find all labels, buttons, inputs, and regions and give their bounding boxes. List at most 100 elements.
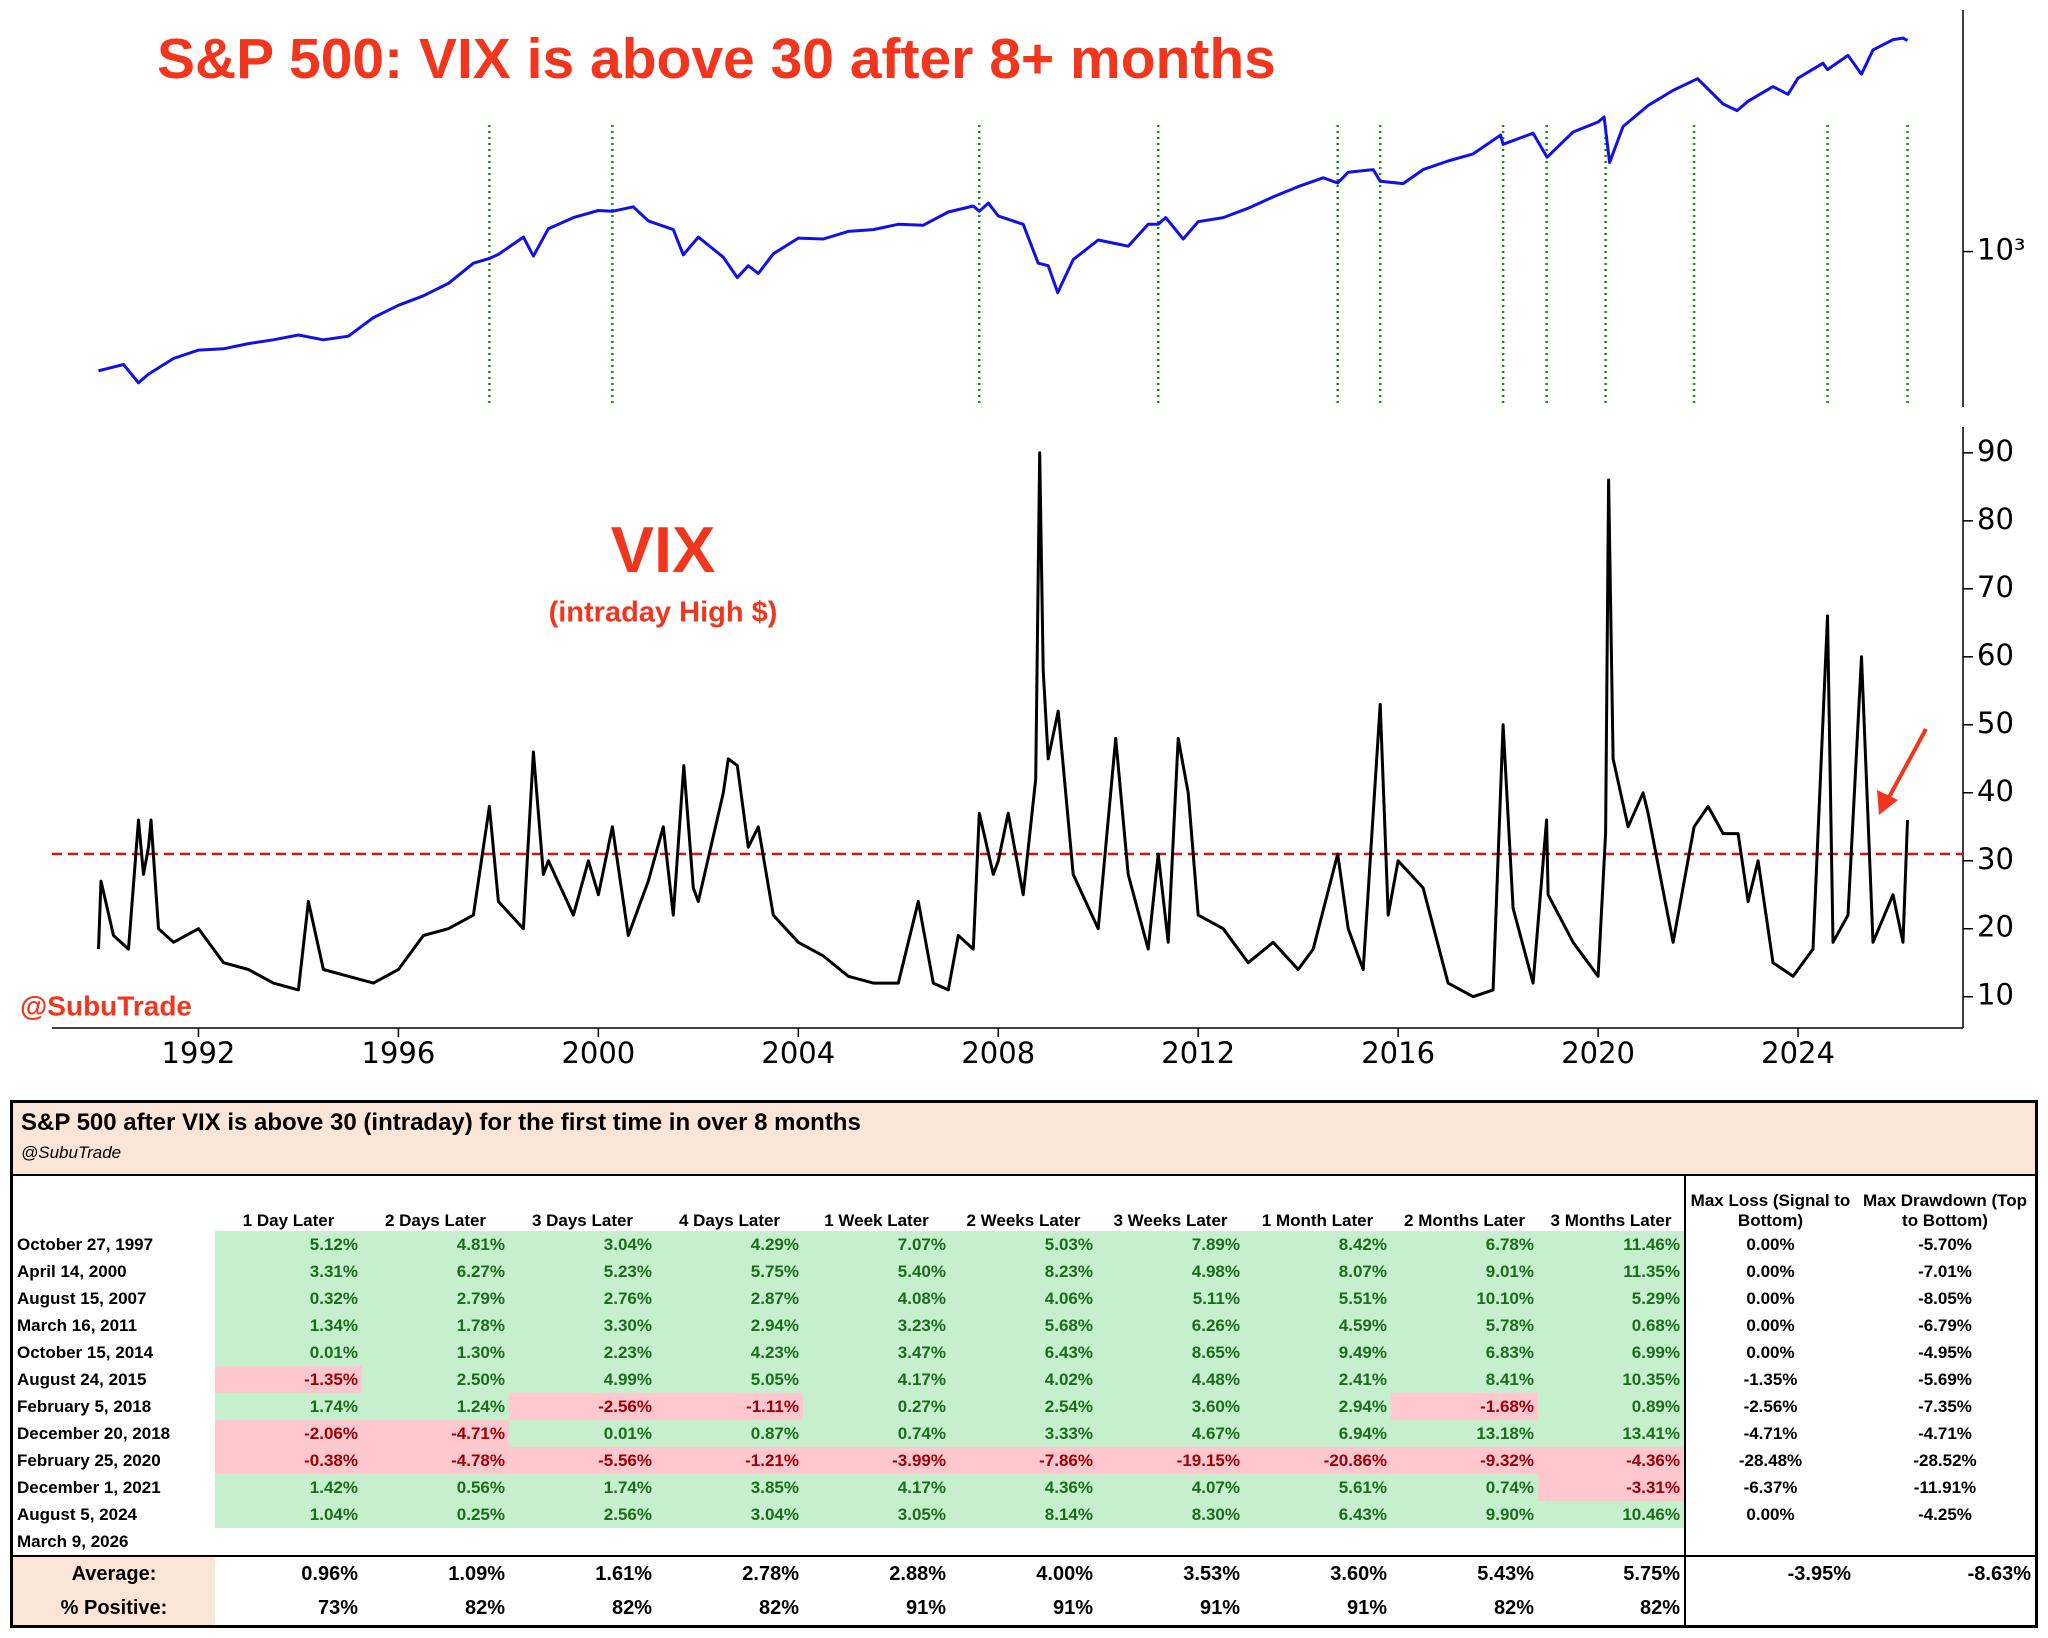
vix-title: VIX [611, 513, 716, 586]
cell: 5.11% [1097, 1285, 1244, 1312]
cell: 0.68% [1538, 1312, 1685, 1339]
table-subtitle: @SubuTrade [21, 1143, 122, 1162]
chart-title: S&P 500: VIX is above 30 after 8+ months [157, 27, 1276, 91]
cell: 10.10% [1391, 1285, 1538, 1312]
y-tick-label: 40 [1977, 774, 2014, 808]
cell [803, 1528, 950, 1556]
cell: 2.41% [1244, 1366, 1391, 1393]
footer-cell: 2.78% [656, 1555, 803, 1591]
cell: 8.07% [1244, 1258, 1391, 1285]
cell: 3.30% [509, 1312, 656, 1339]
table: S&P 500 after VIX is above 30 (intraday)… [10, 1100, 2038, 1628]
cell: 0.56% [362, 1474, 509, 1501]
cell: 1.78% [362, 1312, 509, 1339]
cell: 2.23% [509, 1339, 656, 1366]
y-tick-label: 10³ [1977, 233, 2026, 267]
cell: -6.37% [1684, 1474, 1855, 1501]
cell: 2.87% [656, 1285, 803, 1312]
cell: 5.61% [1244, 1474, 1391, 1501]
cell [362, 1528, 509, 1556]
header-cell: Max Loss (Signal to Bottom) [1684, 1176, 1855, 1231]
series-line [97, 451, 1909, 999]
cell: 0.32% [215, 1285, 362, 1312]
cell: 3.05% [803, 1501, 950, 1528]
cell: -7.01% [1918, 1261, 1972, 1281]
row-label: April 14, 2000 [17, 1261, 127, 1281]
footer-cell [1684, 1591, 1855, 1625]
cell: 0.74% [1391, 1474, 1538, 1501]
cell [1538, 1528, 1685, 1556]
x-tick-label: 2012 [1161, 1036, 1235, 1070]
footer-cell: 5.75% [1538, 1555, 1685, 1591]
cell: -6.79% [1918, 1315, 1972, 1335]
cell: 3.33% [950, 1420, 1097, 1447]
cell: 6.94% [1244, 1420, 1391, 1447]
data-row: August 24, 2015 -1.35% 2.50% 4.99% 5.05% 4.17… [13, 1366, 2035, 1393]
header-row: 1 Day Later 2 Days Later 3 Days Later 4 Day… [13, 1176, 2035, 1231]
cell: 6.99% [1538, 1339, 1685, 1366]
header-cell: 2 Months Later [1404, 1211, 1525, 1230]
data-row: December 1, 2021 1.42% 0.56% 1.74% 3.85% 4.17… [13, 1474, 2035, 1501]
cell: 5.05% [656, 1366, 803, 1393]
cell: 4.17% [803, 1474, 950, 1501]
cell: -2.56% [1684, 1393, 1855, 1420]
cell: 5.75% [656, 1258, 803, 1285]
cell: 6.43% [950, 1339, 1097, 1366]
cell: 4.08% [803, 1285, 950, 1312]
cell: -11.91% [1913, 1477, 1977, 1497]
header-cell: 1 Week Later [824, 1211, 929, 1230]
watermark: @SubuTrade [20, 990, 192, 1021]
cell: 8.41% [1391, 1366, 1538, 1393]
charts: S&P 500: VIX is above 30 after 8+ months… [20, 10, 2026, 1070]
cell: -3.99% [803, 1447, 950, 1474]
cell: -2.56% [509, 1393, 656, 1420]
arrow [1886, 728, 1928, 800]
cell: 0.89% [1538, 1393, 1685, 1420]
returns-table: 1 Day Later 2 Days Later 3 Days Later 4 Day… [13, 1176, 2035, 1625]
footer-cell: 1.61% [509, 1555, 656, 1591]
cell: 1.24% [362, 1393, 509, 1420]
x-tick-label: 2000 [561, 1036, 635, 1070]
cell: 4.67% [1097, 1420, 1244, 1447]
cell: -4.71% [1684, 1420, 1855, 1447]
footer-cell: 1.09% [362, 1555, 509, 1591]
cell: 4.59% [1244, 1312, 1391, 1339]
cell: -4.25% [1918, 1504, 1972, 1524]
cell [1097, 1528, 1244, 1556]
cell: 4.81% [362, 1231, 509, 1258]
cell: -4.95% [1918, 1342, 1972, 1362]
cell: 3.04% [509, 1231, 656, 1258]
cell: -8.05% [1918, 1288, 1972, 1308]
footer-label: % Positive: [13, 1591, 215, 1625]
cell: 2.50% [362, 1366, 509, 1393]
cell: 4.23% [656, 1339, 803, 1366]
cell [1244, 1528, 1391, 1556]
cell: 4.29% [656, 1231, 803, 1258]
cell: 8.14% [950, 1501, 1097, 1528]
cell: -5.69% [1918, 1369, 1972, 1389]
cell: -1.21% [656, 1447, 803, 1474]
footer-cell: 82% [1639, 1596, 1680, 1619]
cell: 1.74% [509, 1474, 656, 1501]
cell: 0.00% [1684, 1231, 1855, 1258]
x-tick-label: 2004 [761, 1036, 835, 1070]
footer-cell: 91% [1052, 1596, 1093, 1619]
data-row: August 15, 2007 0.32% 2.79% 2.76% 2.87% 4.08%… [13, 1285, 2035, 1312]
cell: 9.49% [1244, 1339, 1391, 1366]
cell: 2.79% [362, 1285, 509, 1312]
cell: 5.51% [1244, 1285, 1391, 1312]
header-cell: 4 Days Later [678, 1211, 781, 1230]
cell: 8.42% [1244, 1231, 1391, 1258]
footer-row: % Positive: 73% 82% 82% 82% 91% 91% 91% 91% 82% 82… [13, 1591, 2035, 1625]
y-tick-label: 80 [1977, 502, 2014, 536]
cell: -20.86% [1244, 1447, 1391, 1474]
header-cell: 3 Days Later [531, 1211, 634, 1230]
x-tick-label: 2016 [1361, 1036, 1435, 1070]
cell: 6.27% [362, 1258, 509, 1285]
cell: 9.01% [1391, 1258, 1538, 1285]
cell: 4.07% [1097, 1474, 1244, 1501]
x-tick-label: 1992 [162, 1036, 236, 1070]
cell: 6.83% [1391, 1339, 1538, 1366]
series-line [98, 36, 1909, 385]
